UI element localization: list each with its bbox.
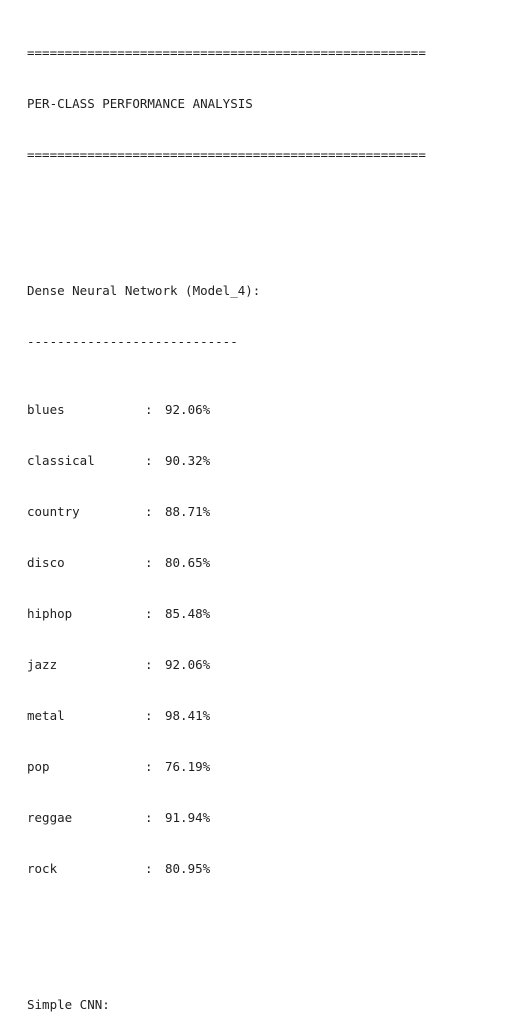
- percentage-value: 88.71%: [165, 504, 211, 519]
- class-label: disco: [27, 555, 65, 570]
- percentage-value: 85.48%: [165, 606, 211, 621]
- dense-network-row: hiphop:85.48%: [27, 605, 507, 622]
- separator: :: [145, 759, 153, 774]
- dense-network-row: pop:76.19%: [27, 758, 507, 775]
- class-label: metal: [27, 708, 65, 723]
- percentage-value: 92.06%: [165, 657, 211, 672]
- simple-cnn-title: Simple CNN:: [27, 997, 110, 1012]
- blank-line: [27, 214, 507, 231]
- analysis-title: PER-CLASS PERFORMANCE ANALYSIS: [27, 96, 253, 111]
- separator: :: [145, 453, 153, 468]
- dense-network-row: blues:92.06%: [27, 401, 507, 418]
- separator: :: [145, 555, 153, 570]
- top-rule-line: ========================================…: [27, 45, 426, 60]
- percentage-value: 92.06%: [165, 402, 211, 417]
- percentage-value: 98.41%: [165, 708, 211, 723]
- separator: :: [145, 402, 153, 417]
- separator: :: [145, 810, 153, 825]
- dense-network-title: Dense Neural Network (Model_4):: [27, 283, 261, 298]
- notebook-output-page: ========================================…: [27, 45, 426, 1012]
- class-label: jazz: [27, 657, 58, 672]
- percentage-value: 90.32%: [165, 453, 211, 468]
- dense-network-underline: ----------------------------: [27, 334, 238, 349]
- class-label: rock: [27, 861, 58, 876]
- blank-line: [27, 928, 507, 945]
- class-label: classical: [27, 453, 95, 468]
- class-label: hiphop: [27, 606, 73, 621]
- dense-network-row: rock:80.95%: [27, 860, 507, 877]
- separator: :: [145, 708, 153, 723]
- percentage-value: 91.94%: [165, 810, 211, 825]
- class-label: pop: [27, 759, 50, 774]
- dense-network-row: metal:98.41%: [27, 707, 507, 724]
- class-label: blues: [27, 402, 65, 417]
- separator: :: [145, 657, 153, 672]
- bottom-rule-line: ========================================…: [27, 147, 426, 162]
- dense-network-row: disco:80.65%: [27, 554, 507, 571]
- class-label: country: [27, 504, 80, 519]
- separator: :: [145, 606, 153, 621]
- class-label: reggae: [27, 810, 73, 825]
- percentage-value: 80.65%: [165, 555, 211, 570]
- separator: :: [145, 504, 153, 519]
- dense-network-row: country:88.71%: [27, 503, 507, 520]
- separator: :: [145, 861, 153, 876]
- dense-network-row: reggae:91.94%: [27, 809, 507, 826]
- percentage-value: 76.19%: [165, 759, 211, 774]
- dense-network-row: jazz:92.06%: [27, 656, 507, 673]
- dense-network-row: classical:90.32%: [27, 452, 507, 469]
- percentage-value: 80.95%: [165, 861, 211, 876]
- console-output: ========================================…: [27, 10, 507, 1030]
